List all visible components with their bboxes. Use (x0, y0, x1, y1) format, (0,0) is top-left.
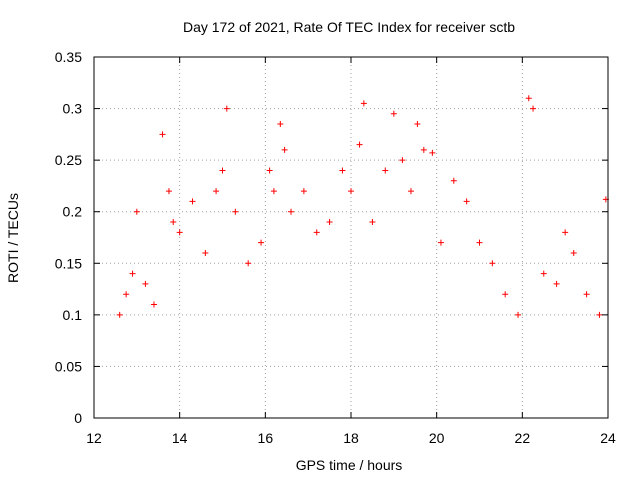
data-point (176, 229, 183, 236)
data-point (502, 291, 509, 298)
x-tick-label: 20 (429, 430, 445, 446)
data-points (116, 95, 609, 318)
data-point (530, 105, 537, 112)
y-tick-label: 0.2 (63, 204, 83, 220)
data-point (189, 198, 196, 205)
data-point (360, 100, 367, 107)
data-point (570, 249, 577, 256)
data-point (223, 105, 230, 112)
data-point (414, 121, 421, 128)
data-point (213, 188, 220, 195)
y-tick-label: 0.3 (63, 101, 83, 117)
data-point (489, 260, 496, 267)
data-point (540, 270, 547, 277)
data-point (429, 149, 436, 156)
y-axis-label: ROTI / TECUs (5, 193, 21, 283)
y-tick-label: 0.1 (63, 307, 83, 323)
data-point (326, 219, 333, 226)
data-point (399, 157, 406, 164)
data-point (553, 280, 560, 287)
data-point (339, 167, 346, 174)
x-tick-label: 16 (258, 430, 274, 446)
data-point (142, 280, 149, 287)
data-point (288, 208, 295, 215)
data-point (407, 188, 414, 195)
data-point (300, 188, 307, 195)
data-point (463, 198, 470, 205)
data-point (270, 188, 277, 195)
y-tick-label: 0.35 (55, 49, 82, 65)
data-point (159, 131, 166, 138)
data-point (133, 208, 140, 215)
data-point (420, 146, 427, 153)
data-point (390, 110, 397, 117)
y-tick-label: 0.25 (55, 152, 82, 168)
data-point (219, 167, 226, 174)
data-point (258, 239, 265, 246)
chart-title: Day 172 of 2021, Rate Of TEC Index for r… (183, 19, 515, 35)
data-point (437, 239, 444, 246)
y-tick-label: 0.15 (55, 255, 82, 271)
data-point (202, 249, 209, 256)
y-tick-label: 0.05 (55, 358, 82, 374)
x-tick-label: 12 (86, 430, 102, 446)
data-point (129, 270, 136, 277)
data-point (348, 188, 354, 195)
data-point (245, 260, 252, 267)
x-axis-label: GPS time / hours (296, 457, 403, 473)
data-point (562, 229, 569, 236)
data-point (281, 146, 288, 153)
data-point (356, 141, 363, 148)
x-tick-label: 18 (343, 430, 359, 446)
axis-ticks: 12 14 16 18 20 22 24 0 0.05 0.1 0.15 0.2 0.25 0.3 0.35 (55, 49, 616, 446)
data-point (266, 167, 273, 174)
data-point (277, 121, 284, 128)
data-point (382, 167, 389, 174)
data-point (150, 301, 157, 308)
x-tick-label: 24 (600, 430, 616, 446)
data-point (369, 219, 376, 226)
data-point (525, 95, 532, 102)
data-point (515, 311, 522, 318)
data-point (165, 188, 172, 195)
data-point (476, 239, 483, 246)
x-tick-label: 14 (172, 430, 188, 446)
grid-lines (94, 57, 608, 418)
data-point (583, 291, 590, 298)
x-tick-label: 22 (515, 430, 531, 446)
data-point (123, 291, 130, 298)
data-point (313, 229, 320, 236)
data-point (450, 177, 457, 184)
data-point (116, 311, 123, 318)
data-point (170, 219, 177, 226)
data-point (232, 208, 239, 215)
y-tick-label: 0 (74, 410, 82, 426)
data-point (596, 311, 603, 318)
